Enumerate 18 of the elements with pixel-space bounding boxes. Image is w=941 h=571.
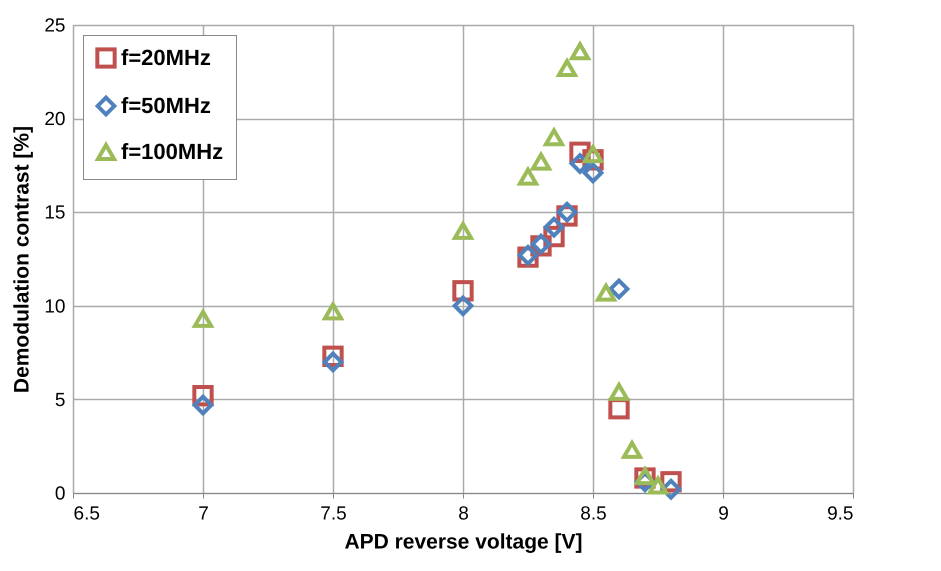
legend-label: f=20MHz — [121, 45, 211, 70]
y-tick-label: 25 — [44, 16, 66, 36]
x-tick-label: 8 — [458, 504, 469, 524]
x-tick-label: 6.5 — [74, 504, 100, 524]
x-tick-label: 9.5 — [827, 504, 854, 524]
y-tick-label: 0 — [54, 484, 66, 504]
x-tick-label: 7.5 — [320, 504, 347, 524]
x-tick-label: 9 — [718, 504, 729, 524]
y-axis-title: Demodulation contrast [%] — [10, 126, 34, 394]
legend-label: f=100MHz — [121, 139, 224, 164]
y-tick-label: 5 — [54, 390, 66, 411]
x-tick-label: 8.5 — [580, 504, 607, 524]
y-tick-label: 15 — [44, 202, 66, 224]
x-tick-label: 7 — [198, 504, 209, 524]
x-axis-title: APD reverse voltage [V] — [344, 530, 583, 554]
legend-label: f=50MHz — [121, 93, 211, 118]
y-tick-label: 20 — [44, 109, 66, 130]
y-tick-label: 10 — [44, 296, 66, 318]
